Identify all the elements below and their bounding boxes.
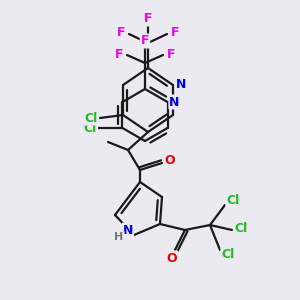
Text: N: N [169,95,180,109]
Text: N: N [123,224,133,236]
Text: F: F [141,34,149,47]
Text: H: H [114,232,124,242]
Text: F: F [117,26,125,40]
Text: N: N [176,77,186,91]
Text: Cl: Cl [221,248,235,262]
Text: O: O [165,154,175,167]
Text: Cl: Cl [84,122,97,134]
Text: F: F [144,13,152,26]
Text: Cl: Cl [226,194,240,208]
Text: O: O [167,251,177,265]
Text: Cl: Cl [234,223,248,236]
Text: Cl: Cl [84,112,98,124]
Text: F: F [167,49,175,62]
Text: F: F [115,49,123,62]
Text: F: F [171,26,179,40]
